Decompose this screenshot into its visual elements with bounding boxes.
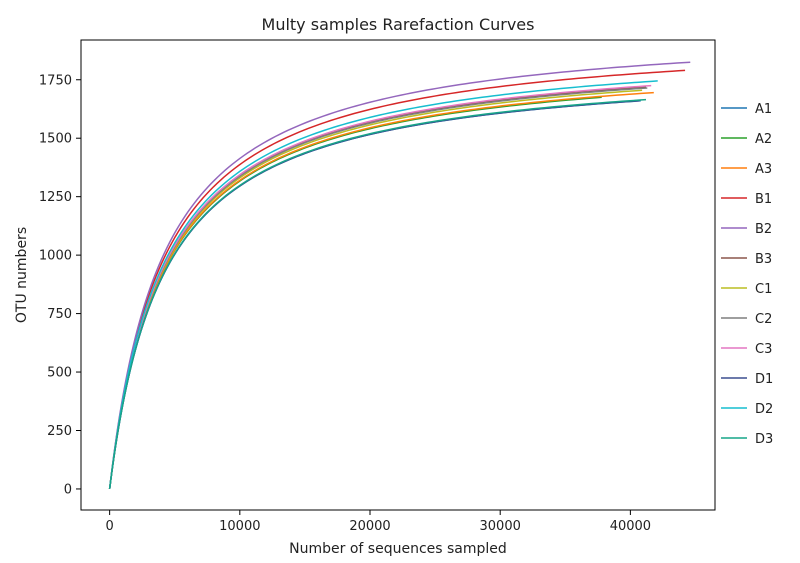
legend-label-b1: B1 [755, 192, 772, 207]
legend-label-b2: B2 [755, 222, 772, 237]
series-line-c2 [108, 87, 648, 490]
x-axis: 0 10000 20000 30000 40000 [106, 510, 651, 534]
legend-label-b3: B3 [755, 252, 772, 267]
y-tick-label: 750 [47, 307, 72, 322]
legend: A1 A2 A3 B1 B2 B3 C1 C2 C3 D1 D2 D3 [721, 102, 773, 447]
x-tick-label: 40000 [610, 519, 651, 534]
x-tick-label: 10000 [219, 519, 260, 534]
x-tick-label: 30000 [480, 519, 521, 534]
y-tick-label: 1250 [39, 190, 72, 205]
series-line-a2 [108, 96, 602, 490]
x-tick-label: 20000 [349, 519, 390, 534]
y-axis-label: OTU numbers [14, 227, 30, 323]
series-line-d2 [108, 80, 658, 490]
series-line-b2 [108, 61, 691, 490]
legend-label-d1: D1 [755, 372, 773, 387]
y-tick-label: 500 [47, 366, 72, 381]
series-line-a3 [108, 91, 654, 490]
legend-label-c3: C3 [755, 342, 772, 357]
y-tick-label: 1000 [39, 249, 72, 264]
legend-label-a3: A3 [755, 162, 772, 177]
series-line-a1 [108, 100, 641, 490]
series-line-d3 [108, 98, 647, 490]
legend-label-c1: C1 [755, 282, 772, 297]
y-tick-label: 0 [64, 482, 72, 497]
y-tick-label: 250 [47, 424, 72, 439]
y-tick-label: 1750 [39, 73, 72, 88]
series-line-d1 [108, 100, 640, 490]
y-tick-label: 1500 [39, 132, 72, 147]
chart-title: Multy samples Rarefaction Curves [262, 15, 535, 34]
curves-group [108, 61, 691, 490]
x-tick-label: 0 [106, 519, 114, 534]
series-line-c1 [108, 89, 643, 490]
legend-label-d3: D3 [755, 432, 773, 447]
series-line-b3 [108, 86, 647, 490]
series-line-c3 [108, 84, 652, 490]
legend-label-c2: C2 [755, 312, 772, 327]
x-axis-label: Number of sequences sampled [289, 541, 507, 557]
plot-frame [80, 39, 716, 511]
y-axis: 0 250 500 750 1000 1250 1500 1750 [39, 73, 81, 497]
legend-label-d2: D2 [755, 402, 773, 417]
legend-label-a1: A1 [755, 102, 772, 117]
legend-label-a2: A2 [755, 132, 772, 147]
series-line-b1 [108, 69, 686, 490]
